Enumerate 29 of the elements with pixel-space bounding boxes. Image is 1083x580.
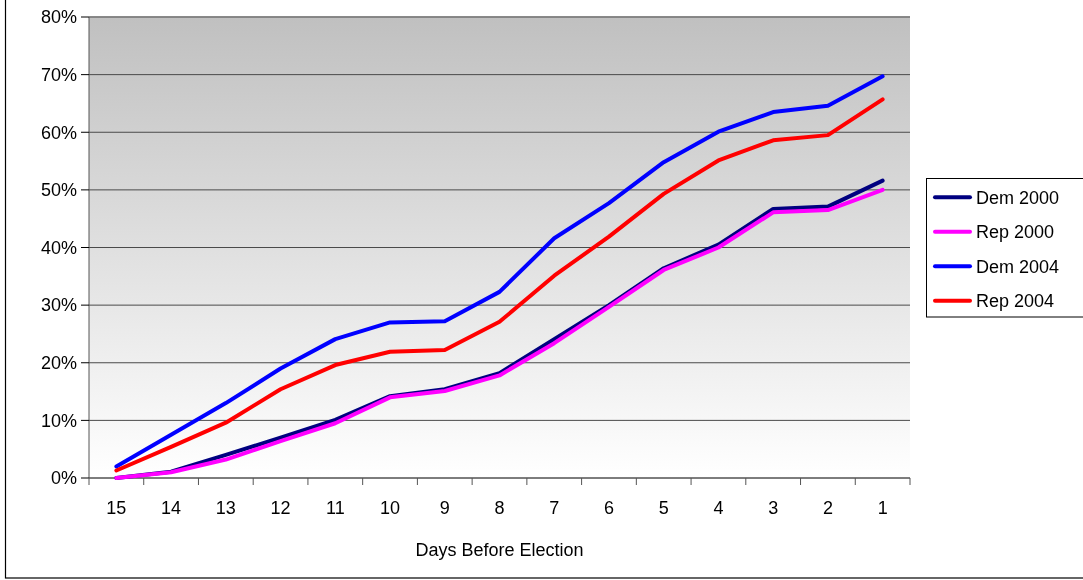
x-axis-title: Days Before Election <box>415 540 584 560</box>
x-tick-label: 8 <box>494 498 505 518</box>
x-tick-label: 1 <box>877 498 888 518</box>
legend-label: Rep 2000 <box>976 222 1055 243</box>
y-tick-label: 40% <box>40 237 77 258</box>
y-tick-label: 50% <box>40 180 77 201</box>
x-tick-label: 10 <box>380 498 401 518</box>
legend-label: Dem 2000 <box>976 187 1060 208</box>
y-tick-label: 30% <box>40 295 77 316</box>
y-tick-label: 10% <box>40 410 77 431</box>
x-tick-label: 7 <box>549 498 560 518</box>
x-tick-label: 11 <box>325 498 345 518</box>
x-tick-label: 9 <box>439 498 450 518</box>
y-tick-label: 70% <box>40 64 77 85</box>
x-tick-label: 12 <box>270 498 291 518</box>
x-tick-label: 3 <box>768 498 779 518</box>
x-tick-label: 2 <box>822 498 833 518</box>
x-tick-label: 15 <box>106 498 127 518</box>
x-tick-label: 13 <box>215 498 236 518</box>
y-tick-label: 80% <box>40 7 77 28</box>
x-tick-label: 14 <box>161 498 182 518</box>
legend-label: Dem 2004 <box>976 256 1060 277</box>
x-tick-label: 4 <box>713 498 724 518</box>
y-tick-label: 0% <box>50 468 77 489</box>
x-tick-label: 6 <box>603 498 614 518</box>
y-tick-label: 60% <box>40 122 77 143</box>
y-tick-label: 20% <box>40 353 77 374</box>
x-tick-label: 5 <box>658 498 669 518</box>
legend-label: Rep 2004 <box>976 291 1055 312</box>
